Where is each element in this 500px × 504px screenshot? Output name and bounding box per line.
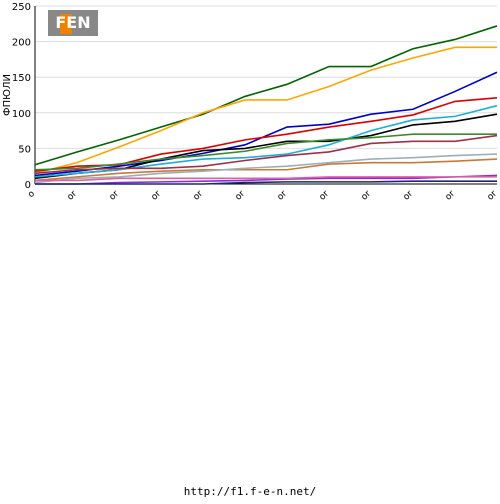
y-tick-label: 200: [12, 38, 31, 49]
series-line: [34, 153, 498, 184]
series-line: [34, 71, 498, 177]
x-tick-label: or: [108, 189, 122, 203]
series-line: [35, 174, 498, 185]
logo-bg: [48, 10, 98, 36]
y-tick-label: 100: [12, 109, 31, 120]
x-tick-label: or: [360, 189, 374, 203]
series-line: [34, 158, 498, 182]
footer: http://f1.f-e-n.net/: [184, 485, 316, 498]
series-line: [34, 104, 498, 178]
x-tick-label: o: [26, 189, 37, 200]
x-tick-label: or: [66, 189, 80, 203]
series-line: [34, 46, 497, 175]
logo-accent: [60, 14, 72, 34]
y-tick-label: 150: [12, 73, 31, 84]
y-axis-label: ФПЮЛИ: [2, 74, 13, 116]
series-line: [35, 176, 497, 182]
x-tick-label: or: [318, 189, 332, 203]
y-tick-label: 0: [25, 180, 31, 191]
y-tick-label: 50: [18, 144, 31, 155]
x-tick-label: or: [444, 189, 458, 203]
x-tick-label: or: [192, 189, 206, 203]
series-line: [35, 180, 497, 185]
logo: FEN: [55, 13, 90, 32]
x-tick-label: or: [402, 189, 416, 203]
x-tick-label: or: [150, 189, 164, 203]
series-line: [34, 133, 497, 171]
x-tick-label: or: [276, 189, 290, 203]
series-line: [34, 134, 498, 175]
series-line: [34, 25, 498, 166]
y-tick-label: 250: [12, 2, 31, 13]
x-tick-label: or: [234, 189, 248, 203]
x-tick-label: or: [486, 189, 500, 203]
